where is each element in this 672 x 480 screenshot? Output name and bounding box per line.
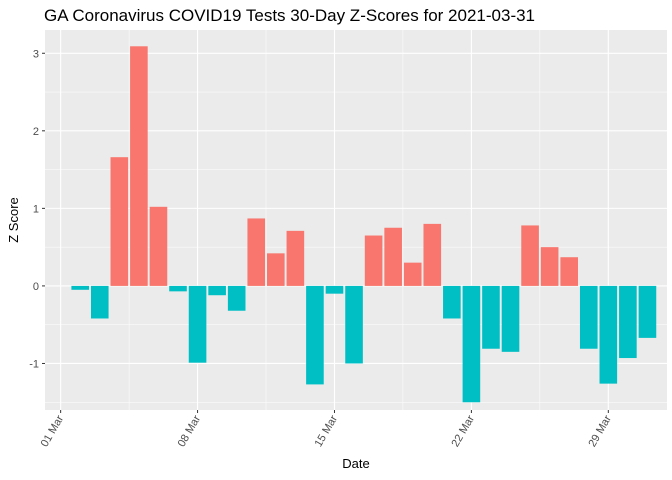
x-axis-title: Date	[342, 456, 369, 471]
bar-2021-03-25	[521, 225, 539, 286]
bar-2021-03-17	[364, 235, 383, 286]
x-tick-label: 15 Mar	[313, 413, 341, 449]
y-tick-label: 2	[33, 126, 39, 138]
bar-2021-03-04	[110, 157, 129, 286]
bar-2021-03-15	[325, 285, 344, 294]
bar-2021-03-19	[403, 262, 422, 286]
bar-2021-03-05	[130, 46, 148, 286]
bar-2021-03-29	[599, 285, 618, 384]
bar-2021-03-13	[286, 230, 305, 286]
bar-2021-03-08	[188, 285, 207, 363]
bar-2021-03-20	[423, 223, 442, 286]
y-tick-label: 0	[33, 281, 39, 293]
bar-2021-03-09	[208, 285, 226, 296]
x-tick-label: 29 Mar	[586, 413, 614, 449]
bar-2021-03-11	[247, 218, 266, 286]
bar-2021-03-24	[501, 285, 520, 352]
bar-2021-03-02	[71, 285, 90, 290]
bar-2021-03-31	[638, 285, 657, 338]
x-tick-label: 01 Mar	[39, 413, 67, 449]
bar-2021-03-28	[579, 285, 598, 349]
bar-2021-03-06	[149, 206, 168, 286]
bar-2021-03-27	[560, 257, 579, 286]
bar-2021-03-30	[619, 285, 637, 359]
bar-2021-03-07	[169, 285, 187, 292]
x-tick-label: 08 Mar	[176, 413, 204, 449]
y-axis-title: Z Score	[6, 197, 21, 243]
bar-2021-03-12	[267, 253, 285, 286]
y-tick-label: 1	[33, 203, 39, 215]
chart-title: GA Coronavirus COVID19 Tests 30-Day Z-Sc…	[44, 6, 536, 25]
bar-2021-03-21	[443, 285, 461, 319]
y-tick-label: 3	[33, 48, 39, 60]
bar-2021-03-22	[462, 285, 481, 403]
bar-2021-03-03	[90, 285, 109, 319]
x-tick-label: 22 Mar	[449, 413, 477, 449]
bar-2021-03-26	[540, 247, 559, 286]
bar-2021-03-18	[384, 227, 402, 286]
bar-2021-03-10	[227, 285, 246, 311]
bar-2021-03-16	[345, 285, 363, 364]
bar-2021-03-23	[482, 285, 500, 349]
bar-2021-03-14	[306, 285, 324, 385]
y-tick-label: -1	[29, 358, 39, 370]
bar-layer	[71, 46, 657, 403]
